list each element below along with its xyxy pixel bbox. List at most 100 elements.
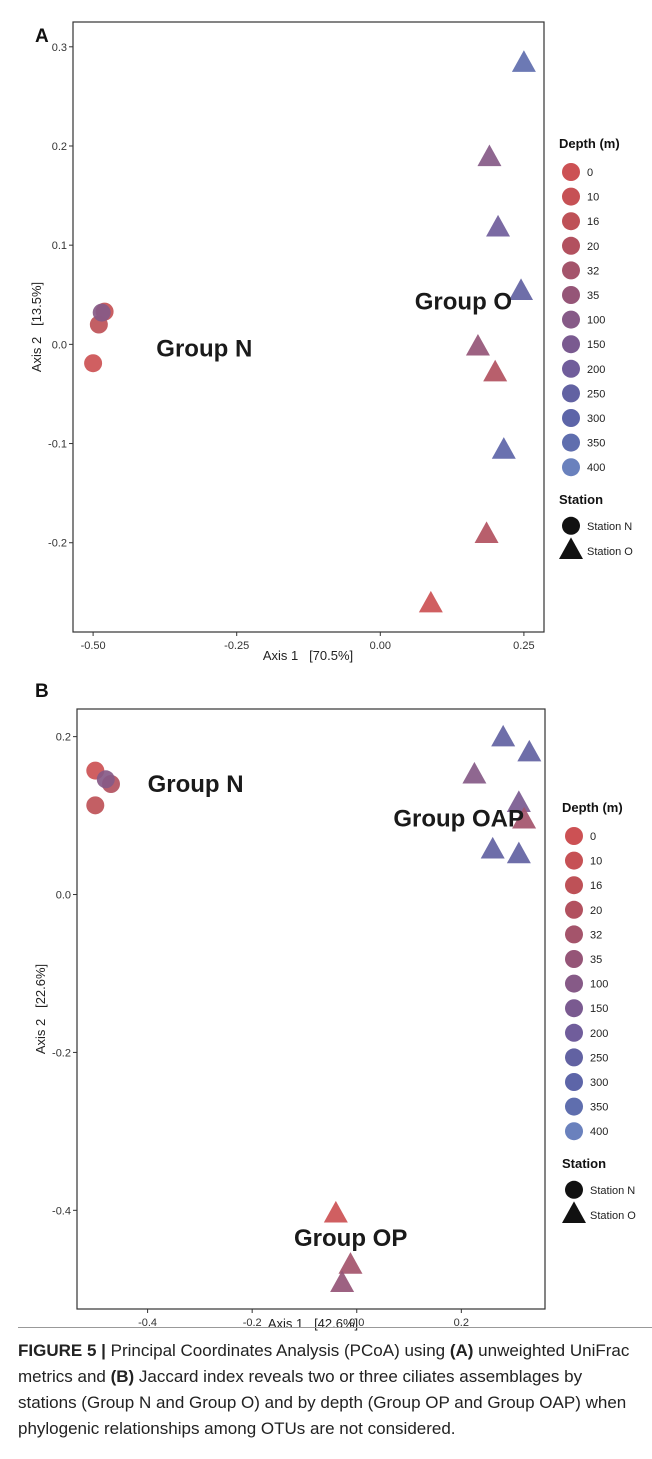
panel-b-label: B (35, 681, 49, 702)
legend-depth-swatch (565, 1122, 583, 1141)
station-o-point (465, 333, 490, 356)
panel-a-points (84, 50, 536, 613)
y-tick-label: -0.2 (48, 538, 67, 550)
panel-b-x-axis-label: Axis 1 [42.6%] (268, 1316, 358, 1331)
panel-a-label: A (35, 26, 49, 47)
x-tick-label: -0.2 (243, 1317, 262, 1329)
group-annotation: Group N (148, 771, 244, 798)
caption-bold-a: (A) (449, 1341, 474, 1360)
legend-station-o-label: Station O (590, 1210, 636, 1222)
legend-depth-swatch (562, 359, 580, 378)
panel-b-plot-area (76, 708, 546, 1310)
figure-caption: FIGURE 5 | Principal Coordinates Analysi… (18, 1338, 638, 1442)
station-o-point (480, 836, 505, 859)
y-tick-label: 0.2 (52, 141, 67, 153)
panel-a-plot-area (72, 21, 545, 633)
legend-depth-label: 16 (587, 216, 599, 228)
group-annotation: Group OAP (393, 806, 524, 833)
legend-depth-label: 20 (587, 241, 599, 253)
y-tick-label: 0.0 (52, 339, 67, 351)
legend-depth-swatch (565, 974, 583, 993)
legend-depth-label: 350 (587, 438, 605, 450)
panel-b-y-axis-label: Axis 2 [22.6%] (33, 964, 48, 1054)
legend-depth-label: 150 (590, 1003, 608, 1015)
station-o-point (330, 1270, 355, 1292)
panel-a: A -0.50 -0.25 0.00 0.25 -0.2 -0.1 0.0 0.1 0.2 0.3… (29, 21, 633, 663)
legend-station-title: Station (562, 1156, 606, 1171)
panel-b-points (86, 724, 542, 1292)
panel-b-ticks: -0.4 -0.2 0.0 0.2 -0.4 -0.2 0.0 0.2 (52, 732, 469, 1329)
legend-depth-label: 0 (590, 831, 596, 843)
legend-depth-label: 250 (587, 388, 605, 400)
legend-depth-swatch (562, 286, 580, 304)
legend-depth-swatch (562, 212, 580, 231)
legend-depth-swatch (565, 999, 583, 1018)
y-tick-label: 0.2 (56, 732, 71, 744)
legend-depth-swatch (562, 458, 580, 477)
legend-depth-swatch (565, 1023, 583, 1042)
station-n-point (92, 303, 111, 322)
legend-depth-label: 10 (587, 192, 599, 204)
station-o-point (512, 806, 537, 829)
legend-station-n-marker (565, 1180, 583, 1199)
legend-depth-title: Depth (m) (559, 136, 620, 151)
legend-depth-label: 32 (590, 929, 602, 941)
y-tick-label: -0.2 (52, 1047, 71, 1059)
station-o-point (323, 1200, 348, 1223)
legend-depth-label: 200 (587, 364, 605, 376)
caption-figure-label: FIGURE 5 | (18, 1341, 106, 1360)
station-o-point (491, 724, 516, 747)
legend-depth-swatch (562, 187, 580, 206)
panel-b: B -0.4 -0.2 0.0 0.2-0.4-0.20.00.2 Group NGr… (33, 681, 636, 1331)
panel-a-annotations: Group N Group O (156, 289, 512, 363)
station-o-point (491, 437, 516, 459)
legend-station-o-marker (559, 537, 583, 560)
legend-depth-title: Depth (m) (562, 800, 623, 815)
station-o-point (462, 761, 487, 784)
legend-station-title: Station (559, 492, 603, 507)
station-o-point (483, 359, 508, 382)
x-tick-label: 0.00 (370, 640, 391, 652)
x-tick-label: 0.0 (349, 1317, 364, 1329)
caption-text-1: Principal Coordinates Analysis (PCoA) us… (105, 1341, 450, 1360)
station-o-point (418, 590, 443, 613)
legend-depth-swatch (565, 900, 583, 919)
group-annotation: Group OP (294, 1225, 407, 1252)
station-n-point (86, 796, 105, 815)
y-tick-label: 0.1 (52, 240, 67, 252)
legend-depth-label: 10 (590, 856, 602, 868)
legend-station-n-marker (562, 516, 580, 535)
station-o-point (511, 50, 536, 72)
station-o-point (506, 841, 531, 864)
y-tick-label: 0.0 (56, 890, 71, 902)
panel-a-ticks: -0.50 -0.25 0.00 0.25 -0.2 -0.1 0.0 0.1 0.2 0.3 (48, 42, 535, 652)
legend-station-n-label: Station N (590, 1185, 635, 1197)
x-tick-label: -0.50 (81, 640, 106, 652)
legend-depth-swatch (565, 1048, 583, 1067)
panel-a-legend: Depth (m) 0 10 16 20 32 35 100 150 200 250 300 350 40… (559, 136, 633, 560)
x-tick-label: 0.25 (513, 640, 534, 652)
station-o-point (486, 214, 511, 237)
legend-depth-label: 0 (587, 167, 593, 179)
caption-text-2: unweighted UniFrac metrics and (18, 1341, 630, 1386)
legend-station-o-marker (562, 1201, 586, 1224)
group-annotation: Group N (156, 335, 252, 362)
y-tick-label: -0.1 (48, 439, 67, 451)
legend-depth-swatch (562, 163, 580, 181)
legend-depth-swatch (565, 1097, 583, 1116)
station-n-point (84, 354, 103, 373)
station-n-point (96, 770, 115, 789)
station-o-point (474, 521, 499, 544)
x-tick-label: -0.4 (138, 1317, 157, 1329)
station-o-point (338, 1252, 363, 1274)
caption-bold-b: (B) (110, 1367, 135, 1386)
station-o-point (517, 739, 542, 762)
panel-b-annotations: Group N Group OAP Group OP (148, 771, 524, 1252)
legend-station-n-label: Station N (587, 521, 632, 533)
legend-depth-swatch (562, 261, 580, 280)
legend-depth-swatch (565, 851, 583, 870)
panel-a-x-axis-label: Axis 1 [70.5%] (263, 648, 353, 663)
station-o-point (506, 790, 531, 812)
legend-depth-swatch (565, 827, 583, 845)
legend-depth-swatch (562, 409, 580, 427)
